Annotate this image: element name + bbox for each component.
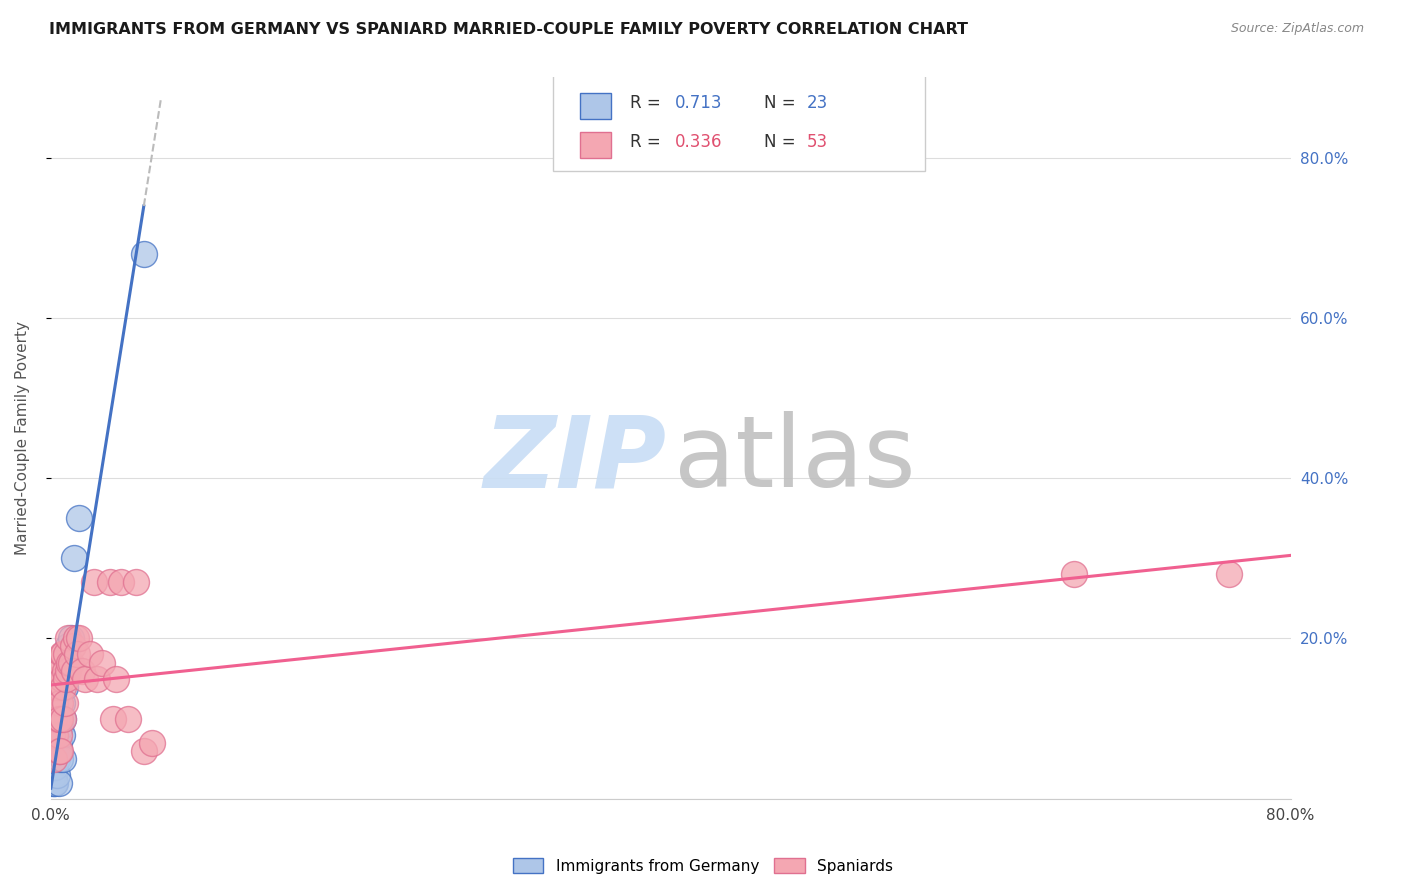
Point (52, 712, 75, 726)
Text: N =: N = (763, 94, 800, 112)
Text: 53: 53 (807, 133, 828, 151)
Point (79, 648, 101, 662)
Text: R =: R = (630, 94, 666, 112)
Point (48, 680, 70, 694)
FancyBboxPatch shape (581, 133, 612, 158)
Point (141, 736, 163, 750)
Point (46, 752, 69, 766)
Point (52, 680, 75, 694)
Point (101, 712, 124, 726)
Point (53, 680, 76, 694)
Point (117, 712, 139, 726)
Point (52, 752, 75, 766)
Point (44, 775, 66, 789)
Point (49, 720, 72, 734)
Point (48, 744, 70, 758)
Point (51, 728, 73, 742)
Point (67, 511, 90, 525)
Point (41, 775, 63, 789)
Text: atlas: atlas (675, 411, 917, 508)
Point (42, 712, 65, 726)
Point (56, 664, 79, 678)
Point (55, 672, 77, 686)
Point (73, 672, 96, 686)
Point (42, 752, 65, 766)
Point (46, 768, 69, 782)
Point (104, 672, 127, 686)
Point (44, 680, 66, 694)
Point (66, 648, 89, 662)
Point (52, 712, 75, 726)
Point (48, 712, 70, 726)
Point (1063, 567, 1085, 582)
Point (44, 696, 66, 710)
Point (48, 775, 70, 789)
Point (41, 728, 63, 742)
Point (83, 575, 105, 590)
Point (55, 664, 77, 678)
Point (67, 632, 90, 646)
Point (53, 696, 76, 710)
Point (51, 672, 73, 686)
Text: N =: N = (763, 133, 800, 151)
Point (59, 656, 82, 670)
Point (44, 728, 66, 742)
Point (110, 575, 132, 590)
Point (52, 648, 75, 662)
FancyBboxPatch shape (553, 74, 925, 171)
Point (63, 551, 86, 566)
Point (49, 696, 72, 710)
Text: 0.336: 0.336 (675, 133, 721, 151)
Text: 0.713: 0.713 (675, 94, 721, 112)
Point (70, 664, 93, 678)
Point (58, 656, 80, 670)
Point (48, 744, 70, 758)
Text: R =: R = (630, 133, 666, 151)
Point (62, 640, 84, 654)
Point (63, 664, 86, 678)
Point (42, 688, 65, 702)
Legend: Immigrants from Germany, Spaniards: Immigrants from Germany, Spaniards (506, 852, 900, 880)
Point (49, 752, 72, 766)
Point (91, 656, 114, 670)
Point (125, 575, 148, 590)
Point (46, 656, 69, 670)
Point (132, 744, 155, 758)
Point (59, 632, 82, 646)
Point (48, 728, 70, 742)
Point (42, 775, 65, 789)
Y-axis label: Married-Couple Family Poverty: Married-Couple Family Poverty (15, 321, 30, 555)
Point (41, 696, 63, 710)
Point (55, 648, 77, 662)
Point (51, 696, 73, 710)
Text: ZIP: ZIP (484, 411, 666, 508)
Text: IMMIGRANTS FROM GERMANY VS SPANIARD MARRIED-COUPLE FAMILY POVERTY CORRELATION CH: IMMIGRANTS FROM GERMANY VS SPANIARD MARR… (49, 22, 969, 37)
Point (42, 768, 65, 782)
Point (49, 664, 72, 678)
Point (44, 760, 66, 774)
Point (56, 640, 79, 654)
Text: Source: ZipAtlas.com: Source: ZipAtlas.com (1230, 22, 1364, 36)
Point (1218, 567, 1240, 582)
Point (98, 575, 121, 590)
Point (46, 672, 69, 686)
Point (48, 736, 70, 750)
Point (49, 744, 72, 758)
Point (65, 632, 87, 646)
Point (46, 712, 69, 726)
FancyBboxPatch shape (581, 94, 612, 119)
Point (86, 672, 108, 686)
Point (53, 664, 76, 678)
Point (51, 648, 73, 662)
Text: 23: 23 (807, 94, 828, 112)
Point (49, 712, 72, 726)
Point (132, 246, 155, 260)
Point (56, 632, 79, 646)
